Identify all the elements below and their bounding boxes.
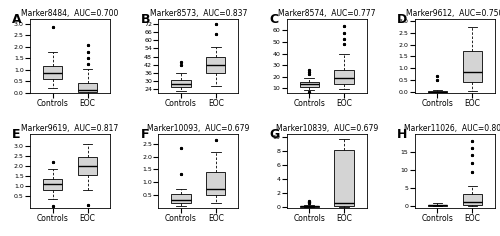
Text: H: H (397, 128, 407, 141)
PathPatch shape (206, 172, 226, 195)
Text: F: F (140, 128, 149, 141)
PathPatch shape (43, 66, 62, 79)
PathPatch shape (334, 70, 353, 84)
Title: Marker11026,  AUC=0.804: Marker11026, AUC=0.804 (404, 124, 500, 133)
PathPatch shape (43, 179, 62, 190)
PathPatch shape (463, 51, 482, 82)
Text: D: D (397, 13, 407, 26)
PathPatch shape (78, 83, 97, 92)
Text: G: G (269, 128, 279, 141)
PathPatch shape (172, 194, 190, 203)
Title: Marker9612,  AUC=0.750: Marker9612, AUC=0.750 (406, 9, 500, 18)
PathPatch shape (78, 157, 97, 175)
Title: Marker10839,  AUC=0.679: Marker10839, AUC=0.679 (276, 124, 378, 133)
Title: Marker8573,  AUC=0.837: Marker8573, AUC=0.837 (150, 9, 247, 18)
Title: Marker8484,  AUC=0.700: Marker8484, AUC=0.700 (22, 9, 119, 18)
PathPatch shape (206, 57, 226, 73)
Text: B: B (140, 13, 150, 26)
Title: Marker8574,  AUC=0.777: Marker8574, AUC=0.777 (278, 9, 376, 18)
PathPatch shape (172, 80, 190, 87)
Text: C: C (269, 13, 278, 26)
PathPatch shape (300, 206, 319, 207)
PathPatch shape (428, 91, 447, 92)
PathPatch shape (463, 194, 482, 205)
Text: E: E (12, 128, 21, 141)
PathPatch shape (300, 82, 319, 87)
Title: Marker10093,  AUC=0.679: Marker10093, AUC=0.679 (147, 124, 250, 133)
Text: A: A (12, 13, 22, 26)
PathPatch shape (334, 150, 353, 206)
PathPatch shape (428, 205, 447, 206)
Title: Marker9619,  AUC=0.817: Marker9619, AUC=0.817 (22, 124, 118, 133)
